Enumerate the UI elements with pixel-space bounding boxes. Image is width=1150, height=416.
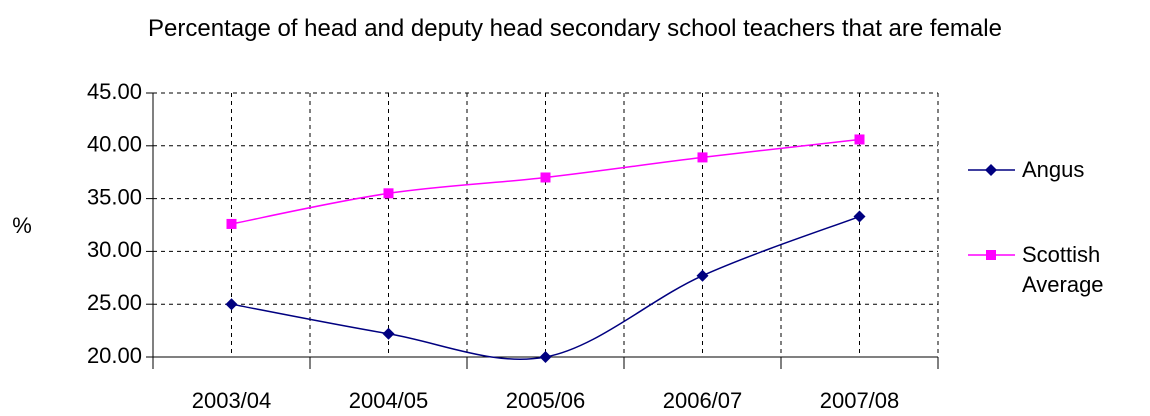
marker <box>225 298 238 311</box>
marker <box>985 164 997 176</box>
chart-title: Percentage of head and deputy head secon… <box>148 15 1002 42</box>
y-axis-label: % <box>12 213 32 238</box>
x-tick-label: 2004/05 <box>349 388 429 413</box>
marker <box>226 218 237 229</box>
legend-label: Scottish Average <box>1022 242 1104 297</box>
x-tick-label: 2006/07 <box>663 388 743 413</box>
marker <box>382 327 395 340</box>
x-tick-label: 2003/04 <box>192 388 272 413</box>
marker <box>540 172 551 183</box>
x-tick-label: 2007/08 <box>820 388 900 413</box>
y-tick-label: 35.00 <box>87 184 142 209</box>
y-tick-label: 45.00 <box>87 79 142 104</box>
legend-label: Angus <box>1022 157 1085 182</box>
marker <box>539 351 552 363</box>
marker <box>697 152 708 163</box>
y-tick-label: 30.00 <box>87 237 142 262</box>
marker <box>854 134 865 145</box>
y-tick-label: 40.00 <box>87 132 142 157</box>
x-tick-label: 2005/06 <box>506 388 586 413</box>
marker <box>383 188 394 199</box>
marker <box>696 269 709 282</box>
y-tick-label: 20.00 <box>87 343 142 368</box>
marker <box>986 250 996 260</box>
marker <box>853 210 866 223</box>
y-tick-label: 25.00 <box>87 290 142 315</box>
